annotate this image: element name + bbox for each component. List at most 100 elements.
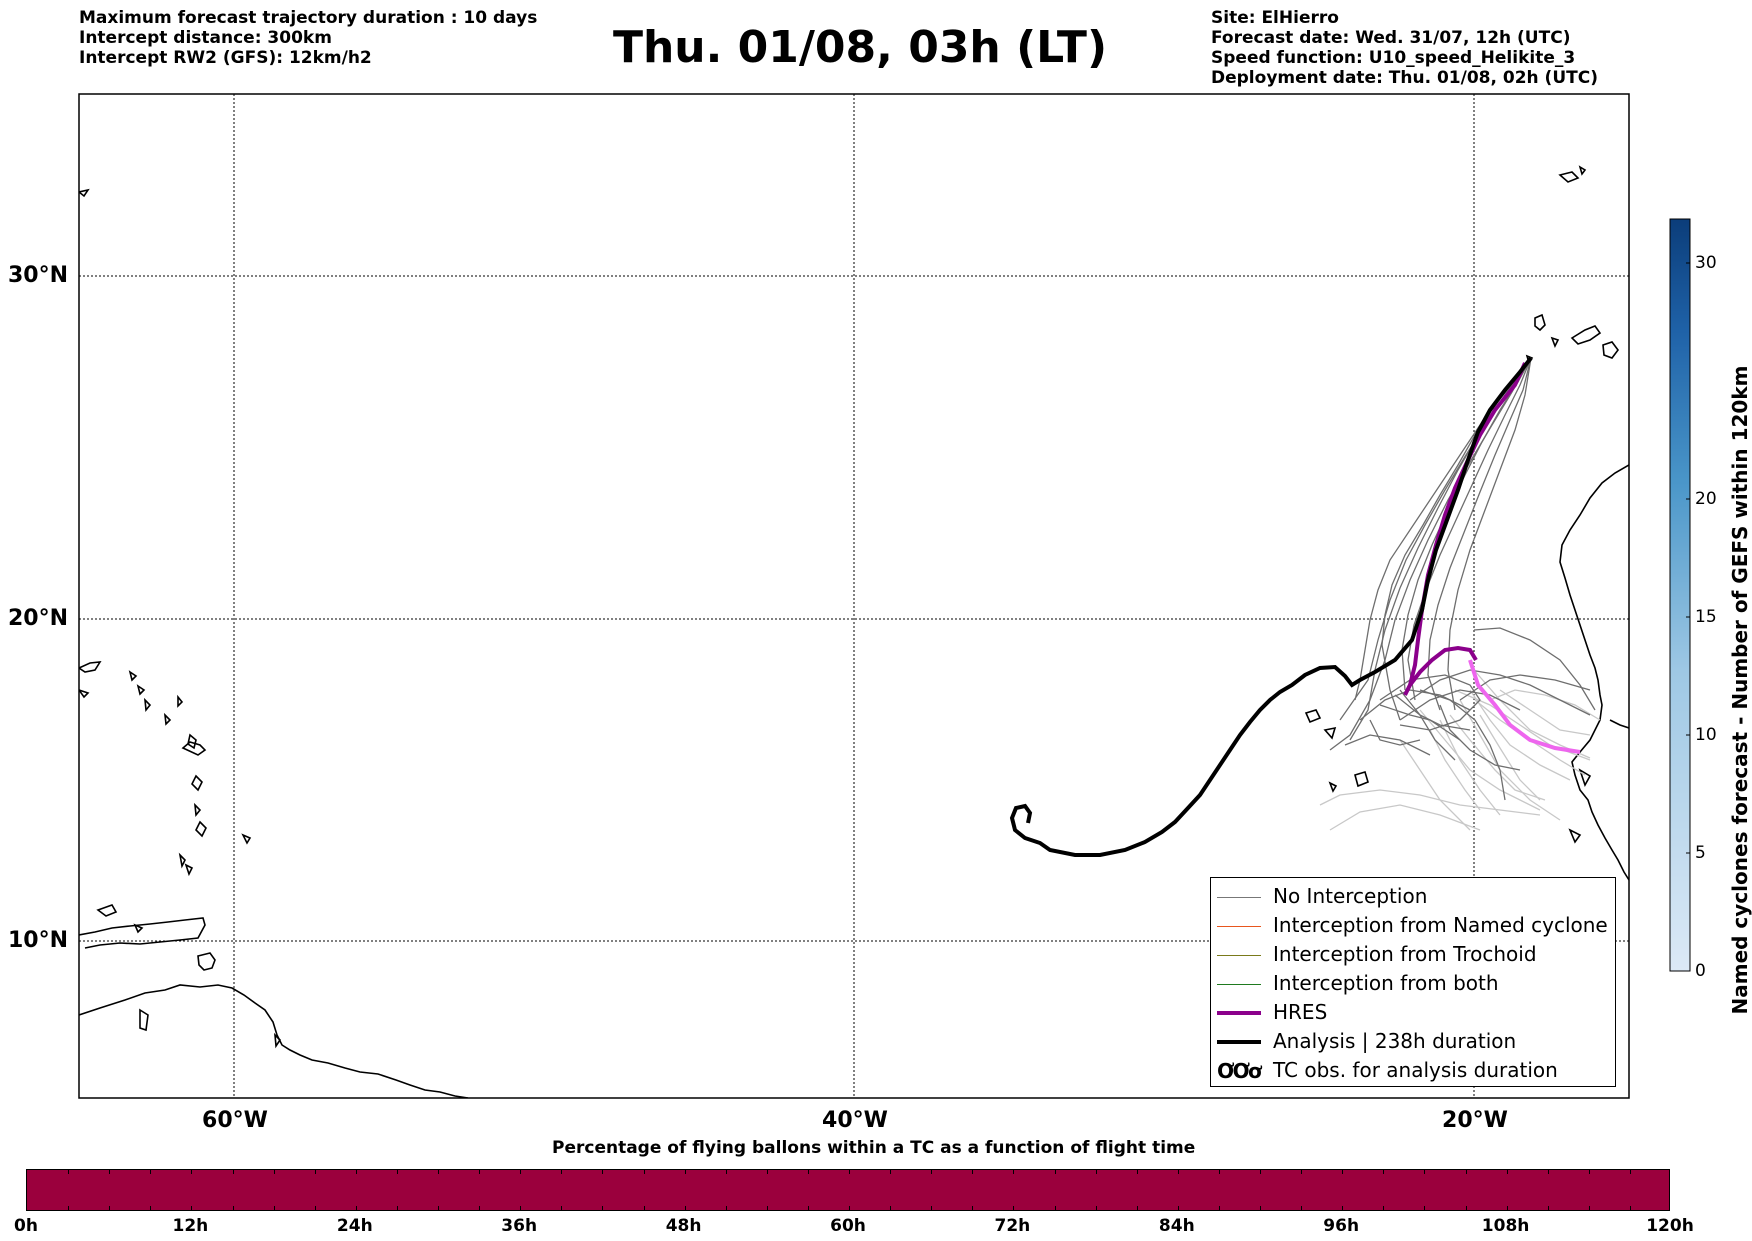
flight-time-minor-tick xyxy=(109,1206,111,1210)
coast-trinidad xyxy=(197,952,216,971)
flight-time-minor-tick xyxy=(1342,1170,1344,1174)
flight-time-minor-tick xyxy=(684,1170,686,1174)
header-info-right: Site: ElHierro Forecast date: Wed. 31/07… xyxy=(1211,8,1598,88)
tc-symbol-icon: ƠƠơ xyxy=(1217,1059,1262,1083)
flight-time-minor-tick xyxy=(766,1170,768,1174)
coast-cuba-tip xyxy=(79,188,90,198)
lat-label-30n: 30°N xyxy=(8,263,69,288)
flight-time-tick-label: 0h xyxy=(14,1216,38,1236)
legend-swatch-trochoid xyxy=(1217,955,1261,956)
coast-cape-verde-4 xyxy=(1328,781,1338,793)
flight-time-minor-tick xyxy=(520,1206,522,1210)
map-frame xyxy=(78,93,1630,1099)
flight-time-minor-tick xyxy=(561,1206,563,1210)
flight-time-minor-tick xyxy=(931,1206,933,1210)
analysis-trajectory xyxy=(1009,356,1533,857)
coast-canary-1 xyxy=(1534,313,1546,332)
colorbar-tick-label: 20 xyxy=(1695,489,1717,509)
legend-label: Interception from Named cyclone xyxy=(1273,913,1608,937)
legend-label: HRES xyxy=(1273,1000,1328,1024)
flight-time-tick-label: 24h xyxy=(336,1216,373,1236)
flight-time-minor-tick xyxy=(602,1206,604,1210)
flight-time-tick-label: 120h xyxy=(1646,1216,1694,1236)
flight-time-minor-tick xyxy=(1177,1206,1179,1210)
flight-time-minor-tick xyxy=(1506,1170,1508,1174)
flight-time-minor-tick xyxy=(849,1170,850,1174)
flight-time-tick-label: 36h xyxy=(501,1216,538,1236)
flight-time-minor-tick xyxy=(1054,1170,1056,1174)
flight-time-minor-tick xyxy=(561,1170,563,1174)
coast-canary-3 xyxy=(1602,341,1619,359)
coast-venezuela-north xyxy=(79,917,206,949)
flight-time-minor-tick xyxy=(109,1170,111,1174)
coast-island-5 xyxy=(143,697,152,713)
lon-label-20w: 20°W xyxy=(1442,1108,1508,1133)
flight-time-minor-tick xyxy=(643,1170,645,1174)
flight-time-minor-tick xyxy=(232,1170,234,1174)
lon-label-40w: 40°W xyxy=(822,1108,888,1133)
flight-time-tick-label: 96h xyxy=(1323,1216,1360,1236)
legend-item: HRES xyxy=(1211,1000,1615,1028)
flight-time-tick-label: 48h xyxy=(665,1216,702,1236)
flight-time-minor-tick xyxy=(725,1206,727,1210)
coast-canary-2 xyxy=(1570,325,1602,345)
flight-time-minor-tick xyxy=(396,1170,398,1174)
flight-time-minor-tick xyxy=(1383,1170,1385,1174)
lon-label-60w: 60°W xyxy=(202,1108,268,1133)
flight-time-minor-tick xyxy=(972,1206,974,1210)
coast-island-4 xyxy=(136,684,146,696)
coast-lesser-antilles-4 xyxy=(181,741,207,756)
flight-time-minor-tick xyxy=(766,1206,768,1210)
coast-lesser-antilles-3 xyxy=(195,820,207,838)
coast-africa-3 xyxy=(1578,768,1592,787)
flight-time-minor-tick xyxy=(191,1170,193,1174)
legend-swatch-analysis xyxy=(1217,1040,1261,1044)
flight-time-minor-tick xyxy=(1424,1206,1426,1210)
flight-time-minor-tick xyxy=(1095,1170,1097,1174)
coast-madeira-1 xyxy=(1558,171,1580,183)
flight-time-tick-label: 12h xyxy=(172,1216,209,1236)
colorbar-tick-label: 15 xyxy=(1695,607,1717,627)
flight-time-minor-tick xyxy=(150,1170,152,1174)
coast-africa xyxy=(1559,464,1629,881)
coast-island-6 xyxy=(163,712,172,726)
flight-time-minor-tick xyxy=(849,1206,850,1210)
coast-africa-2 xyxy=(1609,719,1629,729)
legend-item: Analysis | 238h duration xyxy=(1211,1029,1615,1057)
flight-time-minor-tick xyxy=(972,1170,974,1174)
flight-time-minor-tick xyxy=(68,1206,70,1210)
flight-time-minor-tick xyxy=(1424,1170,1426,1174)
flight-time-tick-label: 108h xyxy=(1481,1216,1530,1236)
flight-time-minor-tick xyxy=(1013,1170,1015,1174)
header-left-line: Intercept distance: 300km xyxy=(79,28,332,48)
flight-time-bar xyxy=(26,1169,1670,1211)
legend-item: No Interception xyxy=(1211,884,1615,912)
coast-island-8 xyxy=(139,1008,149,1032)
coast-vi xyxy=(79,689,90,699)
flight-time-minor-tick xyxy=(191,1206,193,1210)
coast-lesser-antilles-8 xyxy=(241,833,252,845)
coastlines xyxy=(79,165,1629,1098)
flight-time-minor-tick xyxy=(684,1206,686,1210)
legend-item: Interception from Trochoid xyxy=(1211,942,1615,970)
flight-time-minor-tick xyxy=(396,1206,398,1210)
flight-time-minor-tick xyxy=(1301,1206,1303,1210)
map-legend: No Interception Interception from Named … xyxy=(1210,877,1616,1087)
flight-time-minor-tick xyxy=(931,1170,933,1174)
flight-time-minor-tick xyxy=(1218,1206,1220,1210)
page-title: Thu. 01/08, 03h (LT) xyxy=(612,22,1108,73)
flight-time-minor-tick xyxy=(890,1206,892,1210)
flight-time-minor-tick xyxy=(1588,1206,1590,1210)
flight-time-minor-tick xyxy=(273,1206,275,1210)
flight-time-minor-tick xyxy=(232,1206,234,1210)
coast-lesser-antilles-5 xyxy=(193,802,202,818)
coast-lesser-antilles-7 xyxy=(178,852,186,869)
legend-label: TC obs. for analysis duration xyxy=(1273,1058,1558,1082)
cyclone-colorbar-label: Named cyclones forecast - Number of GEFS… xyxy=(1728,365,1752,1015)
flight-time-minor-tick xyxy=(1218,1170,1220,1174)
flight-time-minor-tick xyxy=(1054,1206,1056,1210)
coast-island-2 xyxy=(133,923,144,934)
legend-label: Analysis | 238h duration xyxy=(1273,1029,1517,1053)
coast-lesser-antilles-2 xyxy=(191,774,203,792)
flight-time-minor-tick xyxy=(150,1206,152,1210)
